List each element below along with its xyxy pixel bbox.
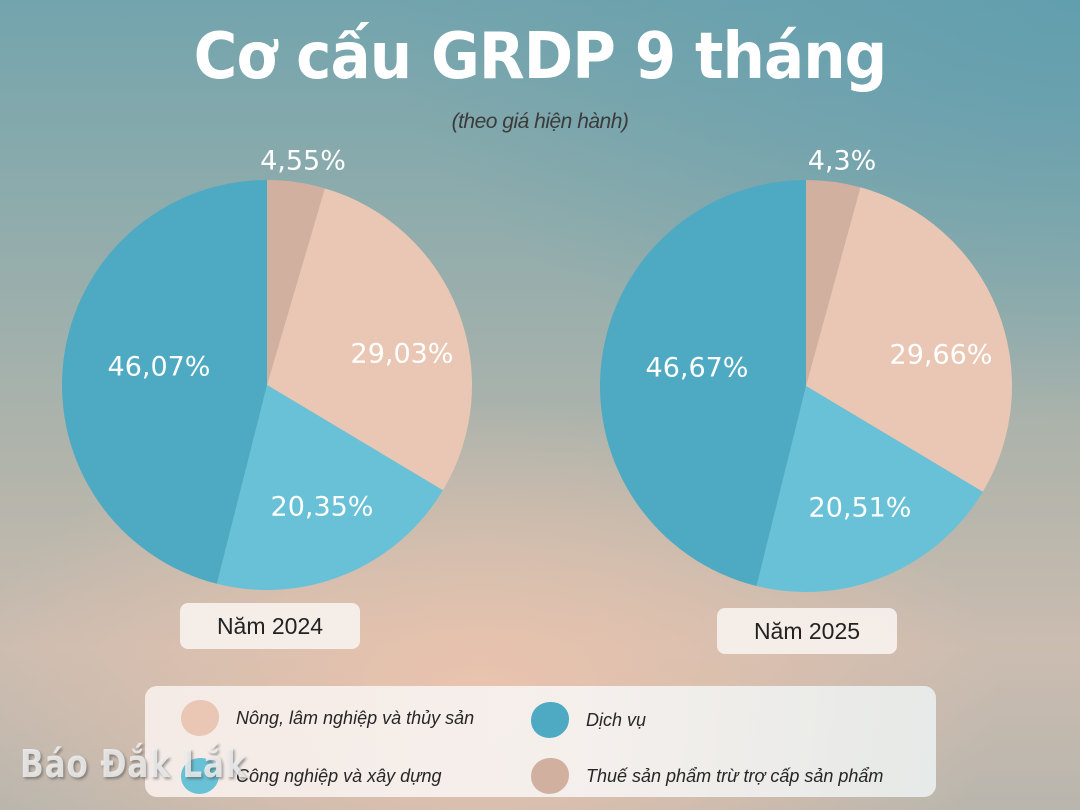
legend-swatch-circle-icon [181,700,219,736]
pie-slice-nong-lam-thuy-san [806,187,1012,492]
pie-slice-cong-nghiep-xay-dung [756,386,983,593]
legend-swatch-circle-icon [531,702,569,738]
slice-label-nong-nghiep-2024: 29,03% [351,339,454,370]
legend: Nông, lâm nghiệp và thủy sản Dịch vụ Côn… [145,686,936,797]
pie-slice-cong-nghiep-xay-dung [216,385,443,591]
slice-label-thue-2024: 4,55% [260,146,346,177]
legend-swatch-circle-icon [181,758,219,794]
chart-subtitle: (theo giá hiện hành) [451,110,629,133]
legend-item-nong-lam-thuy-san: Nông, lâm nghiệp và thủy sản [181,700,474,736]
legend-swatch-circle-icon [531,758,569,794]
pie-chart-2025: 4,3% 29,66% 20,51% 46,67% [600,146,1012,593]
legend-label: Dịch vụ [586,709,647,730]
pie-slice-dich-vu [600,180,806,586]
slice-label-dich-vu-2025: 46,67% [646,353,749,384]
legend-label: Công nghiệp và xây dựng [236,765,442,786]
pie-chart-2024: 4,55% 29,03% 20,35% 46,07% [62,146,473,591]
pie-slice-thue-san-pham [806,180,861,386]
legend-label: Thuế sản phẩm trừ trợ cấp sản phẩm [586,765,884,786]
slice-label-cong-nghiep-2024: 20,35% [271,492,374,523]
slice-label-nong-nghiep-2025: 29,66% [890,340,993,371]
slice-label-cong-nghiep-2025: 20,51% [809,493,912,524]
year-label-2025: Năm 2025 [717,608,897,654]
legend-item-dich-vu: Dịch vụ [531,702,646,738]
pie-slice-dich-vu [62,180,268,584]
year-label-2024: Năm 2024 [180,603,360,649]
slice-label-dich-vu-2024: 46,07% [108,352,211,383]
pie-slice-nong-lam-thuy-san [267,188,473,491]
pie-slice-thue-san-pham [267,180,325,385]
slice-label-thue-2025: 4,3% [808,146,877,177]
legend-item-cong-nghiep-xay-dung: Công nghiệp và xây dựng [181,758,442,794]
watermark-logo: Báo Đắk Lắk [20,742,247,786]
legend-item-thue-san-pham: Thuế sản phẩm trừ trợ cấp sản phẩm [531,758,883,794]
chart-title: Cơ cấu GRDP 9 tháng [193,20,888,94]
legend-label: Nông, lâm nghiệp và thủy sản [236,707,475,728]
